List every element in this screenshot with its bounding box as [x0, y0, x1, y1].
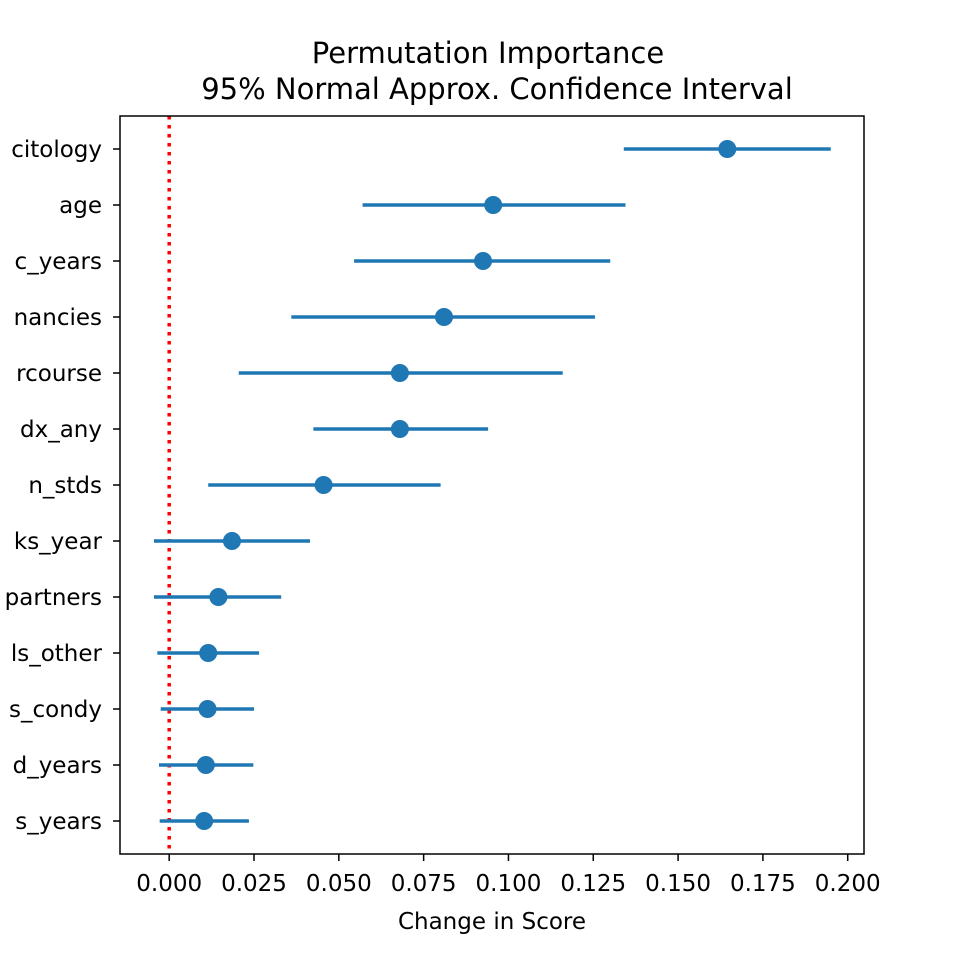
- point-partners: [209, 588, 228, 606]
- point-age: [484, 196, 503, 214]
- y-tick-label: nancies: [14, 305, 102, 331]
- x-tick-label: 0.100: [476, 871, 542, 897]
- y-tick-label: citology: [11, 137, 102, 163]
- y-tick-label: n_stds: [28, 473, 102, 499]
- y-tick-label: dx_any: [20, 417, 102, 443]
- x-tick-label: 0.025: [221, 871, 287, 897]
- x-tick-label: 0.050: [306, 871, 372, 897]
- y-tick-label: rcourse: [16, 361, 102, 387]
- point-s_condy: [198, 700, 217, 718]
- point-d_years: [196, 756, 215, 774]
- point-ls_other: [199, 644, 218, 662]
- x-axis: 0.000 0.025 0.050 0.075 0.100 0.125 0.150 0.175…: [136, 854, 881, 897]
- point-nancies: [434, 308, 453, 326]
- point-dx_any: [390, 420, 409, 438]
- x-tick-label: 0.175: [730, 871, 796, 897]
- y-tick-label: ks_year: [14, 529, 103, 555]
- y-tick-label: s_condy: [9, 697, 102, 723]
- chart-title-line-2: 95% Normal Approx. Confidence Interval: [201, 72, 793, 106]
- point-s_years: [195, 812, 214, 830]
- y-tick-label: c_years: [15, 249, 102, 275]
- x-tick-label: 0.075: [391, 871, 457, 897]
- x-tick-label: 0.150: [645, 871, 711, 897]
- chart-title-line-1: Permutation Importance: [312, 36, 664, 70]
- x-tick-label: 0.125: [560, 871, 626, 897]
- point-ks_year: [222, 532, 241, 550]
- x-tick-label: 0.200: [815, 871, 881, 897]
- y-tick-label: partners: [5, 585, 102, 611]
- plot-area: [153, 116, 831, 854]
- point-n_stds: [314, 476, 333, 494]
- x-axis-label: Change in Score: [398, 909, 586, 935]
- y-tick-label: age: [59, 193, 102, 219]
- y-tick-label: d_years: [13, 753, 102, 779]
- point-rcourse: [390, 364, 409, 382]
- y-tick-label: s_years: [15, 809, 102, 835]
- point-citology: [718, 140, 737, 158]
- x-tick-label: 0.000: [136, 871, 202, 897]
- point-c_years: [474, 252, 493, 270]
- y-tick-label: ls_other: [11, 641, 103, 667]
